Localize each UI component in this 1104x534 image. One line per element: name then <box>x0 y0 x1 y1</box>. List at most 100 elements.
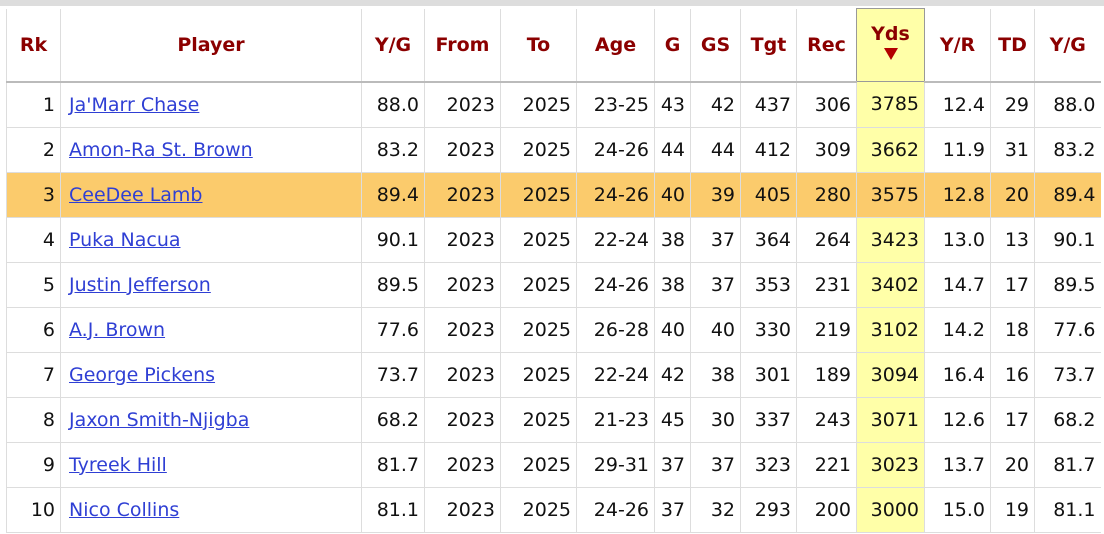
table-cell: 38 <box>690 352 741 398</box>
table-cell: 37 <box>690 217 741 263</box>
table-cell: 200 <box>796 487 857 533</box>
table-cell: 264 <box>796 217 857 263</box>
column-header-text: From <box>435 33 490 56</box>
table-cell: 83.2 <box>361 127 425 173</box>
table-cell: 2023 <box>424 352 501 398</box>
table-body: 1 Ja'Marr Chase 88.0 2023 2025 23-25 43 42 437 30… <box>6 81 1101 533</box>
table-cell: 3423 <box>856 217 925 263</box>
column-header[interactable]: Y/G <box>1034 8 1101 83</box>
table-cell: 39 <box>690 172 741 218</box>
table-cell: 13.0 <box>924 217 991 263</box>
sort-arrow <box>883 48 898 60</box>
player-link[interactable]: Amon-Ra St. Brown <box>69 138 253 161</box>
table-cell: 42 <box>690 81 741 128</box>
player-link[interactable]: Tyreek Hill <box>69 453 167 476</box>
table-cell: 2023 <box>424 81 501 128</box>
table-cell: 2023 <box>424 442 501 488</box>
table-cell: 5 <box>6 262 61 308</box>
column-header-text: GS <box>700 33 731 56</box>
table-cell: 189 <box>796 352 857 398</box>
column-header[interactable]: Tgt <box>740 8 797 83</box>
table-cell: 90.1 <box>1034 217 1101 263</box>
player-cell: Amon-Ra St. Brown <box>60 127 362 173</box>
table-cell: 330 <box>740 307 797 353</box>
table-cell: 221 <box>796 442 857 488</box>
table-cell: 81.1 <box>361 487 425 533</box>
table-cell: 3000 <box>856 487 925 533</box>
table-row: 3 CeeDee Lamb 89.4 2023 2025 24-26 40 39 405 280 3… <box>6 172 1101 218</box>
table-cell: 243 <box>796 397 857 443</box>
table-cell: 280 <box>796 172 857 218</box>
player-link[interactable]: George Pickens <box>69 363 216 386</box>
table-cell: 2025 <box>500 217 577 263</box>
table-cell: 2023 <box>424 307 501 353</box>
column-header-text: Y/G <box>1049 33 1086 56</box>
column-header[interactable]: Y/G <box>361 8 425 83</box>
player-link[interactable]: Jaxon Smith-Njigba <box>69 408 250 431</box>
column-header[interactable]: Y/R <box>924 8 991 83</box>
table-cell: 73.7 <box>1034 352 1101 398</box>
table-cell: 13 <box>990 217 1035 263</box>
table-cell: 219 <box>796 307 857 353</box>
table-cell: 3023 <box>856 442 925 488</box>
player-cell: George Pickens <box>60 352 362 398</box>
header-row: Rk Player Y/G From To Age G GS Tgt Rec Yds Y/R TD Y/G <box>6 8 1101 83</box>
player-link[interactable]: Ja'Marr Chase <box>69 93 200 116</box>
table-cell: 3094 <box>856 352 925 398</box>
player-link[interactable]: A.J. Brown <box>69 318 166 341</box>
column-header[interactable]: To <box>500 8 577 83</box>
table-cell: 19 <box>990 487 1035 533</box>
column-header[interactable]: Age <box>576 8 655 83</box>
column-header-text: Age <box>594 33 637 56</box>
table-cell: 2025 <box>500 307 577 353</box>
column-header[interactable]: From <box>424 8 501 83</box>
player-link[interactable]: Puka Nacua <box>69 228 181 251</box>
table-row: 8 Jaxon Smith-Njigba 68.2 2023 2025 21-23 45 30… <box>6 397 1101 443</box>
table-cell: 20 <box>990 442 1035 488</box>
column-header[interactable]: G <box>654 8 691 83</box>
table-cell: 15.0 <box>924 487 991 533</box>
table-cell: 24-26 <box>576 172 655 218</box>
column-header[interactable]: Player <box>60 8 362 83</box>
sort-arrow-shape <box>883 48 898 60</box>
player-cell: A.J. Brown <box>60 307 362 353</box>
column-header[interactable]: Rk <box>6 8 61 83</box>
table-cell: 14.2 <box>924 307 991 353</box>
column-header[interactable]: TD <box>990 8 1035 83</box>
table-cell: 16 <box>990 352 1035 398</box>
table-cell: 23-25 <box>576 81 655 128</box>
stats-table: Rk Player Y/G From To Age G GS Tgt Rec Yds Y/R TD Y/G… <box>6 8 1101 533</box>
table-cell: 29 <box>990 81 1035 128</box>
table-cell: 38 <box>654 262 691 308</box>
table-cell: 21-23 <box>576 397 655 443</box>
table-row: 10 Nico Collins 81.1 2023 2025 24-26 37 32 293 20… <box>6 487 1101 533</box>
player-link[interactable]: Nico Collins <box>69 498 180 521</box>
player-link[interactable]: Justin Jefferson <box>69 273 211 296</box>
column-header[interactable]: Yds <box>856 8 925 82</box>
table-cell: 2023 <box>424 397 501 443</box>
table-cell: 2 <box>6 127 61 173</box>
table-row: 1 Ja'Marr Chase 88.0 2023 2025 23-25 43 42 437 30… <box>6 81 1101 128</box>
player-cell: Tyreek Hill <box>60 442 362 488</box>
table-row: 9 Tyreek Hill 81.7 2023 2025 29-31 37 37 323 221 3… <box>6 442 1101 488</box>
table-cell: 37 <box>690 442 741 488</box>
table-cell: 11.9 <box>924 127 991 173</box>
table-cell: 3575 <box>856 172 925 218</box>
table-cell: 8 <box>6 397 61 443</box>
player-cell: CeeDee Lamb <box>60 172 362 218</box>
table-cell: 2025 <box>500 81 577 128</box>
table-cell: 2025 <box>500 352 577 398</box>
table-cell: 44 <box>654 127 691 173</box>
table-cell: 42 <box>654 352 691 398</box>
column-header[interactable]: GS <box>690 8 741 83</box>
table-cell: 77.6 <box>361 307 425 353</box>
table-cell: 9 <box>6 442 61 488</box>
table-cell: 323 <box>740 442 797 488</box>
column-header-text: Y/R <box>939 33 976 56</box>
table-cell: 16.4 <box>924 352 991 398</box>
column-header[interactable]: Rec <box>796 8 857 83</box>
table-cell: 89.5 <box>1034 262 1101 308</box>
player-link[interactable]: CeeDee Lamb <box>69 183 203 206</box>
table-cell: 353 <box>740 262 797 308</box>
